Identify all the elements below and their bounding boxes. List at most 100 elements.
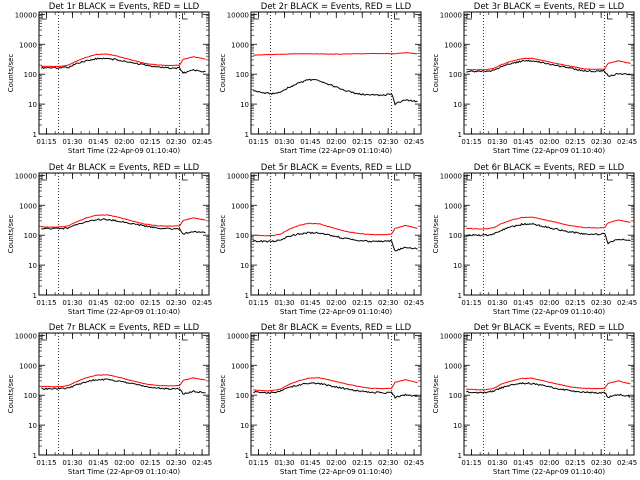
plot-frame [250, 11, 422, 135]
x-tick-label: 02:15 [565, 299, 585, 307]
x-tick-label: 01:45 [88, 459, 108, 467]
x-tick-label: 01:45 [300, 459, 320, 467]
x-axis-label: Start Time (22-Apr-09 01:10:40) [493, 468, 605, 476]
x-axis-label: Start Time (22-Apr-09 01:10:40) [280, 308, 392, 316]
x-tick-label: 01:45 [300, 138, 320, 146]
x-tick-label: 02:15 [140, 138, 160, 146]
y-axis-label: Counts/sec [7, 375, 15, 414]
y-tick-label: 10000 [15, 172, 37, 180]
x-tick-label: 01:15 [248, 138, 268, 146]
x-tick-label: 01:30 [274, 138, 294, 146]
y-tick-label: 1 [458, 292, 462, 300]
x-tick-label: 02:45 [404, 138, 424, 146]
y-tick-label: 1000 [19, 362, 37, 370]
x-tick-label: 02:15 [140, 459, 160, 467]
x-tick-label: 02:15 [140, 299, 160, 307]
x-tick-label: 01:30 [62, 459, 82, 467]
panel-5: Det 5r BLACK = Events, RED = LLD 1 10 100 10… [219, 163, 424, 316]
x-tick-label: 02:00 [326, 459, 346, 467]
y-tick-label: 10000 [227, 11, 249, 19]
y-tick-label: 1 [33, 292, 37, 300]
y-tick-label: 10 [28, 262, 37, 270]
x-tick-label: 02:00 [539, 138, 559, 146]
panel-7: Det 7r BLACK = Events, RED = LLD 1 10 100 10… [7, 323, 212, 476]
y-tick-label: 100 [449, 71, 462, 79]
y-tick-label: 10000 [440, 11, 462, 19]
flag-marker [394, 13, 400, 20]
plot-frame [250, 172, 422, 296]
series-line-lld [466, 377, 631, 391]
y-tick-label: 10000 [440, 172, 462, 180]
x-tick-label: 02:00 [326, 138, 346, 146]
x-tick-label: 01:45 [300, 299, 320, 307]
y-tick-label: 100 [236, 392, 249, 400]
x-tick-label: 02:15 [352, 138, 372, 146]
x-tick-label: 02:45 [192, 459, 212, 467]
plot-frame [463, 172, 635, 296]
panel-6: Det 6r BLACK = Events, RED = LLD 1 10 100 10… [432, 163, 637, 316]
y-tick-label: 1000 [444, 202, 462, 210]
y-tick-label: 1000 [231, 362, 249, 370]
y-tick-label: 1 [458, 452, 462, 460]
series-line-events [466, 382, 631, 399]
series-line-events [253, 78, 418, 106]
x-tick-label: 01:30 [62, 299, 82, 307]
panel-title: Det 8r BLACK = Events, RED = LLD [261, 323, 412, 333]
y-axis-label: Counts/sec [432, 375, 440, 414]
series-line-events [253, 231, 418, 252]
flag-marker [607, 174, 613, 181]
x-tick-label: 01:30 [62, 138, 82, 146]
y-tick-label: 1000 [444, 362, 462, 370]
y-tick-label: 10 [240, 262, 249, 270]
y-tick-label: 1000 [19, 41, 37, 49]
x-tick-label: 01:15 [461, 138, 481, 146]
x-tick-label: 01:45 [88, 299, 108, 307]
x-axis-label: Start Time (22-Apr-09 01:10:40) [68, 308, 180, 316]
panel-title: Det 4r BLACK = Events, RED = LLD [49, 163, 200, 173]
y-tick-label: 1000 [19, 202, 37, 210]
x-tick-label: 01:15 [248, 299, 268, 307]
series-line-events [41, 218, 206, 235]
panel-2: Det 2r BLACK = Events, RED = LLD 1 10 100 10… [219, 2, 424, 155]
panel-title: Det 6r BLACK = Events, RED = LLD [474, 163, 625, 173]
panel-1: Det 1r BLACK = Events, RED = LLD 1 10 100 10… [7, 2, 212, 155]
y-axis-label: Counts/sec [7, 54, 15, 93]
x-tick-label: 01:15 [36, 299, 56, 307]
x-axis-label: Start Time (22-Apr-09 01:10:40) [493, 147, 605, 155]
panel-title: Det 3r BLACK = Events, RED = LLD [474, 2, 625, 12]
y-tick-label: 10 [240, 422, 249, 430]
y-tick-label: 10000 [440, 332, 462, 340]
x-tick-label: 02:00 [114, 138, 134, 146]
y-tick-label: 1 [245, 131, 249, 139]
flag-marker [182, 13, 188, 20]
panel-4: Det 4r BLACK = Events, RED = LLD 1 10 100 10… [7, 163, 212, 316]
series-line-events [41, 378, 206, 395]
x-tick-label: 02:00 [114, 299, 134, 307]
x-axis-label: Start Time (22-Apr-09 01:10:40) [68, 468, 180, 476]
panel-title: Det 5r BLACK = Events, RED = LLD [261, 163, 412, 173]
x-tick-label: 02:30 [378, 138, 398, 146]
y-axis-label: Counts/sec [432, 54, 440, 93]
flag-marker [41, 174, 47, 181]
x-tick-label: 02:45 [617, 299, 637, 307]
y-tick-label: 100 [24, 232, 37, 240]
x-tick-label: 01:30 [487, 299, 507, 307]
x-tick-label: 01:45 [88, 138, 108, 146]
y-axis-label: Counts/sec [219, 215, 227, 254]
x-tick-label: 01:15 [461, 459, 481, 467]
x-tick-label: 02:15 [352, 459, 372, 467]
x-tick-label: 02:15 [565, 138, 585, 146]
panel-3: Det 3r BLACK = Events, RED = LLD 1 10 100 10… [432, 2, 637, 155]
panel-title: Det 9r BLACK = Events, RED = LLD [474, 323, 625, 333]
x-tick-label: 01:15 [248, 459, 268, 467]
flag-marker [607, 334, 613, 341]
y-tick-label: 100 [24, 71, 37, 79]
panel-title: Det 7r BLACK = Events, RED = LLD [49, 323, 200, 333]
flag-marker [41, 13, 47, 20]
x-tick-label: 01:45 [513, 138, 533, 146]
x-tick-label: 02:30 [378, 299, 398, 307]
y-tick-label: 1 [245, 292, 249, 300]
x-axis-label: Start Time (22-Apr-09 01:10:40) [280, 147, 392, 155]
flag-marker [253, 174, 259, 181]
